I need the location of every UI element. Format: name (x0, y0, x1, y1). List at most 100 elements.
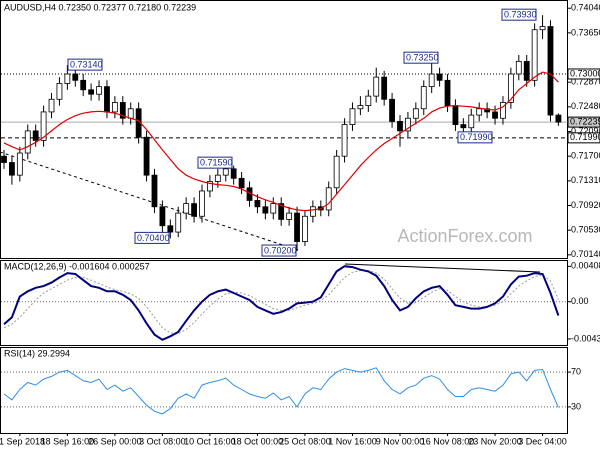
candle-body (492, 111, 498, 119)
price-panel-frame (0, 0, 568, 259)
macd-line (3, 265, 560, 341)
candle-body (262, 206, 269, 214)
candle-body (104, 86, 110, 113)
chart-title: AUDUSD,H4 0.72350 0.72377 0.72180 0.7223… (4, 2, 196, 12)
candle-body (96, 86, 102, 95)
x-tick-label: 23 Nov 20:00 (468, 436, 522, 446)
candle-body (539, 26, 546, 31)
candle-body (1, 155, 7, 163)
price-annotation-label: 0.70400 (137, 233, 170, 243)
candle-body (531, 29, 538, 81)
macd-divergence-line (344, 263, 541, 273)
candle-body (111, 102, 118, 113)
candle-body (48, 98, 55, 113)
candle-body (412, 108, 419, 119)
price-annotation-box (403, 51, 439, 64)
candle-body (159, 206, 166, 227)
candle-body (143, 136, 150, 176)
moving-average (3, 71, 559, 212)
x-tick-label: 3 Oct 08:00 (139, 436, 186, 446)
candle-body (119, 102, 126, 119)
price-annotation-label: 0.73140 (70, 60, 103, 70)
candle-body (183, 203, 190, 214)
candle-body (254, 200, 261, 208)
price-annotation-box (457, 131, 493, 144)
x-tick-label: 25 Oct 08:00 (279, 436, 331, 446)
candle-body (270, 203, 277, 214)
rsi-panel-frame (0, 347, 568, 434)
candle-body (214, 174, 221, 182)
x-tick-label: 18 Sep 16:00 (41, 436, 95, 446)
candle-body (373, 76, 380, 97)
candle-body (444, 79, 451, 107)
candle-body (24, 130, 31, 154)
price-annotation-box (197, 156, 233, 169)
candle-body (452, 105, 459, 125)
candle-body (357, 105, 364, 110)
candle-body (222, 168, 229, 176)
x-tick-label: 18 Oct 00:00 (232, 436, 284, 446)
price-annotation-label: 0.70200 (264, 245, 297, 255)
x-tick-label: 26 Sep 00:00 (88, 436, 142, 446)
candle-body (420, 86, 427, 110)
candle-body (56, 83, 63, 100)
candle-body (230, 168, 237, 179)
candle-body (428, 73, 435, 88)
level-box (567, 132, 600, 144)
candle-body (294, 212, 300, 242)
candle-body (333, 155, 340, 189)
candle-body (238, 177, 245, 189)
x-tick-label: 10 Oct 16:00 (184, 436, 236, 446)
x-tick-label: 9 Nov 00:00 (376, 436, 425, 446)
watermark: ActionForex.com (397, 226, 532, 246)
candle-body (476, 108, 483, 116)
candle-body (32, 130, 39, 141)
candle-body (515, 60, 522, 75)
price-annotation-label: 0.73250 (406, 53, 439, 63)
price-annotation-box (261, 244, 297, 257)
price-annotation-label: 0.73930 (504, 10, 537, 20)
y-tick-label: -0.0043 (571, 333, 600, 343)
candle-body (555, 114, 562, 123)
candle-body (325, 187, 332, 211)
x-tick-label: 16 Nov 08:00 (421, 436, 475, 446)
candle-body (151, 174, 158, 208)
rsi-line (3, 367, 559, 415)
candle-body (207, 181, 213, 192)
candle-body (389, 98, 395, 122)
candle-body (468, 114, 475, 129)
candle-body (500, 102, 506, 119)
candle-body (365, 95, 372, 107)
candle-body (9, 162, 15, 176)
y-tick-label: 0.004085 (571, 261, 600, 271)
candle-body (484, 108, 491, 113)
macd-signal (3, 270, 559, 335)
rsi-title: RSI(14) 29.2994 (4, 348, 70, 358)
y-tick-label: 70 (571, 366, 581, 376)
level-label: 0.71990 (570, 132, 600, 142)
candle-body (127, 108, 134, 119)
macd-title: MACD(12,26,9) -0.001604 0.000257 (4, 261, 150, 271)
candle-body (72, 73, 79, 81)
candle-body (523, 60, 530, 81)
candle-body (547, 26, 554, 116)
price-annotation-label: 0.71590 (200, 158, 233, 168)
price-annotation-label: 0.71990 (460, 132, 493, 142)
candle-body (460, 124, 467, 129)
candle-body (286, 212, 293, 220)
level-box (567, 116, 600, 128)
level-label: 0.73000 (570, 68, 600, 78)
candle-body (507, 73, 514, 103)
candle-body (80, 79, 87, 91)
candle-body (64, 73, 71, 84)
candle-body (88, 89, 95, 95)
